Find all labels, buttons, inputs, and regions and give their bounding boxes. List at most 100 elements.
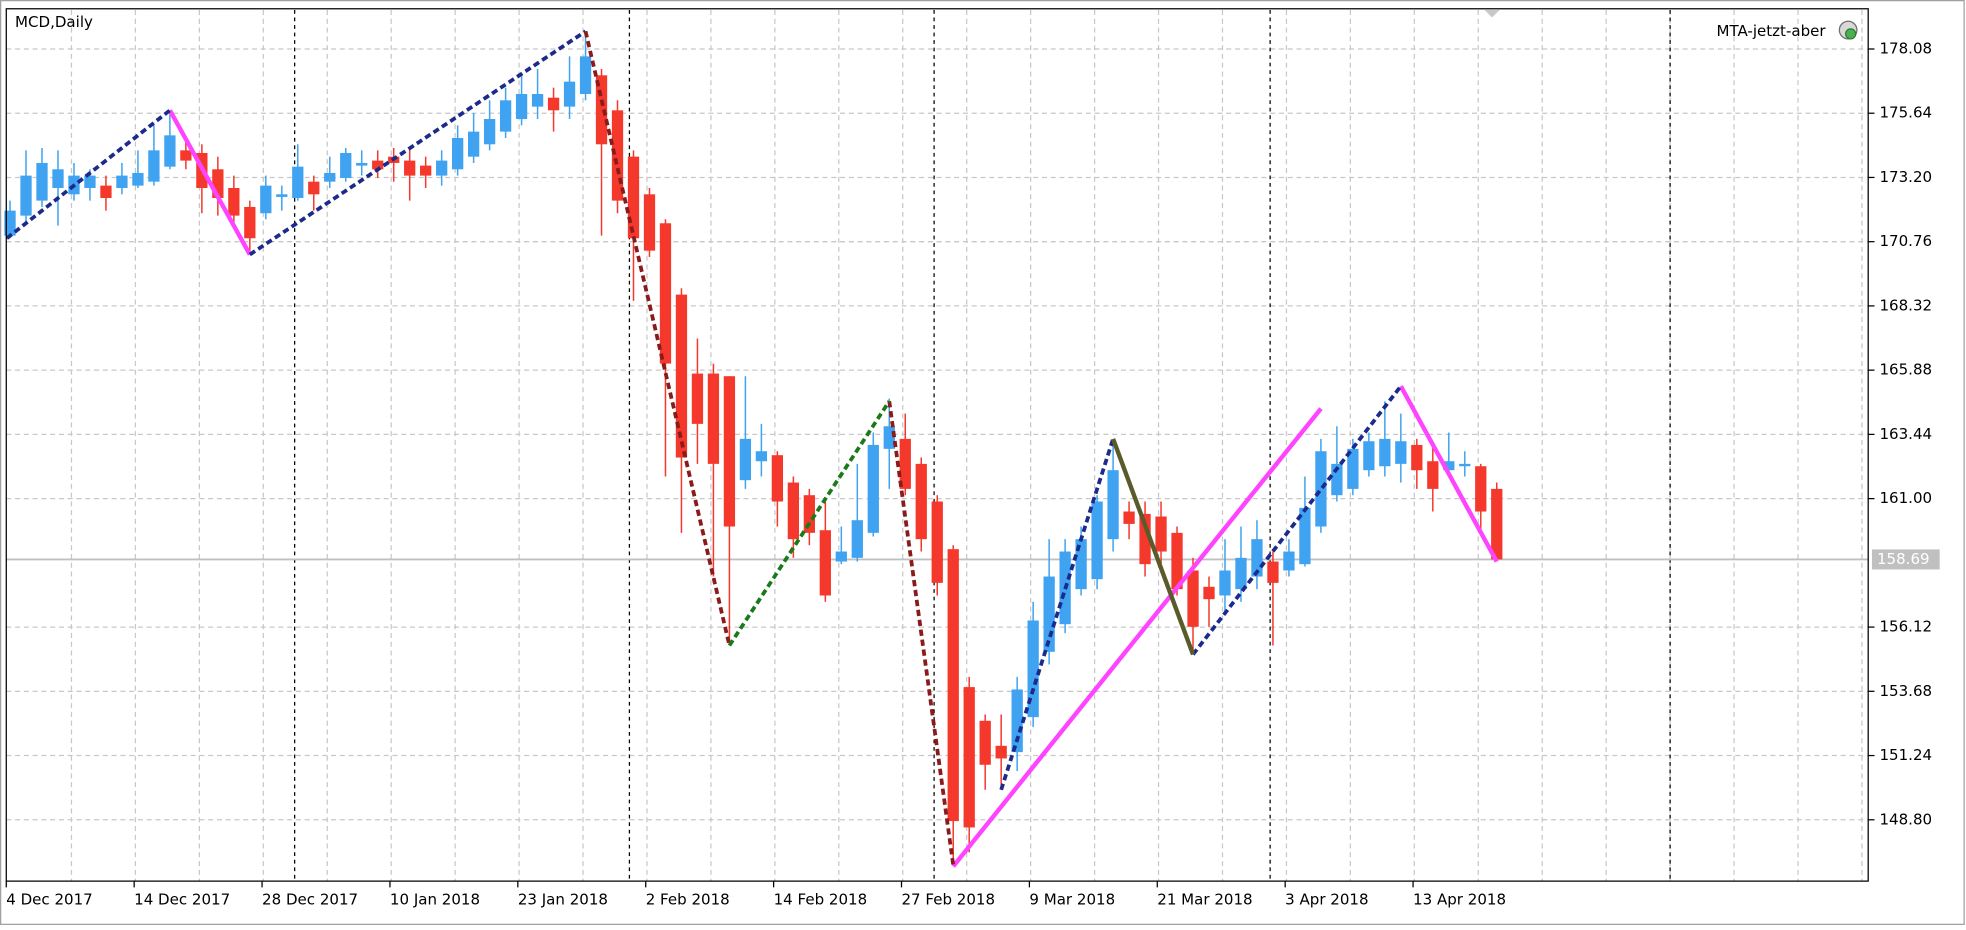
y-tick-label: 156.12	[1879, 618, 1932, 636]
candle-body	[20, 175, 32, 216]
y-tick-label: 163.44	[1879, 425, 1932, 443]
candle-body	[963, 687, 975, 828]
indicator-label: MTA-jetzt-aber	[1716, 22, 1826, 40]
y-tick-label: 178.08	[1879, 39, 1932, 57]
candle-body	[1283, 551, 1295, 571]
candle-body	[835, 551, 847, 562]
candle-body	[483, 119, 496, 145]
candle-body	[867, 444, 879, 533]
y-tick-label: 173.20	[1879, 168, 1932, 186]
candle-body	[675, 294, 688, 458]
candle-body	[260, 185, 272, 214]
candle-body	[4, 210, 16, 236]
candle-body	[340, 152, 352, 178]
x-tick-label: 28 Dec 2017	[262, 890, 358, 908]
candle-body	[947, 549, 959, 822]
candle-body	[164, 135, 176, 167]
candle-body	[531, 94, 544, 107]
candle-body	[739, 438, 752, 481]
candle-body	[1091, 501, 1103, 580]
candle-body	[372, 160, 384, 170]
candle-body	[1219, 570, 1231, 596]
candle-body	[1315, 451, 1327, 527]
candle-body	[148, 150, 160, 182]
candle-body	[1363, 441, 1375, 471]
candles	[4, 35, 1503, 866]
overlays	[5, 29, 1499, 868]
x-tick-label: 9 Mar 2018	[1029, 890, 1115, 908]
x-tick-label: 23 Jan 2018	[518, 890, 608, 908]
x-tick-label: 27 Feb 2018	[902, 890, 996, 908]
zigzag-line	[248, 29, 587, 257]
zigzag-line	[887, 400, 956, 866]
candle-body	[755, 451, 768, 462]
candle-body	[499, 100, 512, 132]
chart-title: MCD,Daily	[15, 13, 93, 31]
candle-body	[324, 172, 336, 182]
candle-body	[1075, 539, 1087, 590]
candle-body	[819, 530, 831, 596]
plot-border	[5, 8, 1869, 882]
candle-body	[1123, 511, 1135, 524]
price-label-box	[1871, 549, 1940, 570]
x-tick-label: 3 Apr 2018	[1285, 890, 1368, 908]
y-tick-label: 148.80	[1879, 810, 1932, 828]
candle-body	[883, 426, 895, 449]
candle-body	[1331, 463, 1343, 496]
candle-body	[276, 194, 288, 197]
candle-body	[52, 169, 64, 188]
candle-body	[1011, 689, 1023, 753]
zigzag-line	[727, 400, 891, 647]
candle-body	[771, 455, 784, 502]
candle-body	[467, 131, 480, 157]
candle-body	[212, 169, 224, 198]
y-tick-label: 165.88	[1879, 361, 1932, 379]
candle-body	[116, 175, 128, 188]
candle-body	[228, 187, 240, 216]
candle-body	[1475, 466, 1487, 512]
candle-body	[627, 156, 640, 239]
candle-body	[643, 194, 656, 251]
candle-body	[1235, 557, 1247, 590]
indicator-icon-dot	[1845, 28, 1857, 40]
candle-body	[691, 373, 704, 424]
zigzag-line	[951, 407, 1323, 868]
candle-body	[851, 520, 863, 558]
candle-body	[1107, 470, 1119, 540]
candle-body	[308, 181, 320, 195]
candle-body	[1203, 586, 1215, 600]
candle-body	[547, 97, 560, 111]
zigzag-line	[583, 30, 732, 646]
y-tick-label: 153.68	[1879, 682, 1932, 700]
candle-body	[84, 175, 96, 188]
zigzag-line	[167, 109, 252, 256]
candle-body	[1187, 570, 1199, 627]
candle-body	[515, 94, 528, 120]
x-tick-label: 2 Feb 2018	[646, 890, 730, 908]
candle-body	[899, 438, 911, 489]
y-tick-label: 170.76	[1879, 232, 1932, 250]
candle-body	[787, 482, 800, 540]
candle-body	[1379, 438, 1391, 467]
price-label: 158.69	[1877, 550, 1930, 568]
candle-body	[1171, 532, 1183, 590]
candle-body	[803, 495, 815, 533]
candle-body	[595, 75, 608, 145]
candle-body	[292, 166, 304, 198]
candle-body	[1299, 507, 1311, 565]
x-tick-label: 14 Dec 2017	[134, 890, 230, 908]
candle-body	[1155, 516, 1167, 552]
y-tick-label: 161.00	[1879, 489, 1932, 507]
candle-body	[1427, 461, 1439, 489]
candle-body	[1267, 561, 1279, 583]
shift-marker	[1484, 10, 1500, 18]
candle-body	[707, 373, 720, 464]
period-separators	[294, 10, 1671, 882]
y-tick-label: 175.64	[1879, 104, 1932, 122]
candle-body	[244, 206, 256, 239]
candle-body	[979, 720, 991, 765]
candle-body	[356, 162, 368, 166]
candle-body	[100, 185, 112, 198]
candle-body	[579, 56, 592, 95]
